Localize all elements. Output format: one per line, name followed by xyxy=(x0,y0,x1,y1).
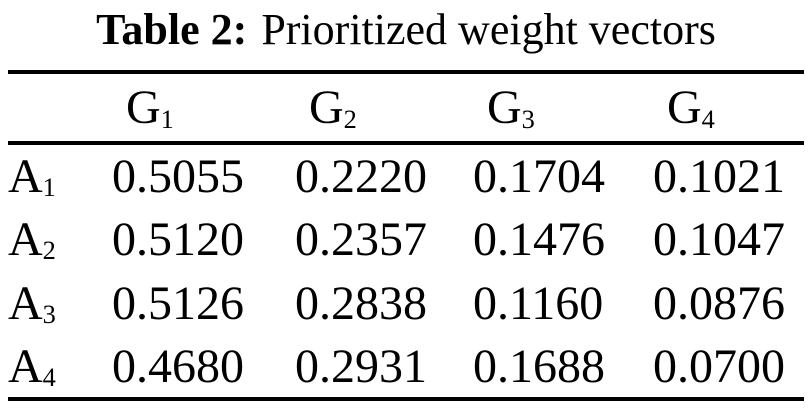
table-cell: 0.1160 xyxy=(473,276,604,330)
corner-cell xyxy=(8,72,112,143)
table-cell: 0.2931 xyxy=(295,339,427,393)
column-header-base: G xyxy=(126,81,161,134)
column-header-subscript: 2 xyxy=(343,103,357,134)
table-row-a4: A4 0.4680 0.2931 0.1688 0.0700 xyxy=(8,335,804,399)
table-cell: 0.1688 xyxy=(473,339,605,393)
row-label-a2: A2 xyxy=(8,207,112,271)
column-header-g4: G4 xyxy=(653,72,804,143)
table-cell: 0.5126 xyxy=(112,276,244,330)
table-cell: 0.5120 xyxy=(112,212,244,266)
table-caption-title: Prioritized weight vectors xyxy=(261,5,716,54)
column-header-g2: G2 xyxy=(295,72,473,143)
table-caption: Table 2: Prioritized weight vectors xyxy=(0,0,812,66)
row-label-base: A xyxy=(8,212,43,266)
column-header-subscript: 1 xyxy=(160,103,174,134)
column-header-base: G xyxy=(309,81,344,134)
column-header-subscript: 4 xyxy=(701,103,715,134)
header-row: G1 G2 G3 G4 xyxy=(8,72,804,143)
row-label-subscript: 2 xyxy=(42,235,56,266)
row-label-subscript: 3 xyxy=(42,299,56,330)
row-label-a3: A3 xyxy=(8,271,112,335)
table-cell: 0.0700 xyxy=(653,339,785,393)
column-header-subscript: 3 xyxy=(521,103,535,134)
table-cell: 0.1021 xyxy=(653,149,785,203)
prioritized-weight-vectors-table: G1 G2 G3 G4 A1 0.5055 0.2220 0.1704 0.10… xyxy=(8,70,804,401)
row-label-subscript: 4 xyxy=(42,362,56,393)
table-cell: 0.1047 xyxy=(653,212,785,266)
table-cell: 0.1476 xyxy=(473,212,605,266)
table-caption-number: Table 2: xyxy=(96,5,248,54)
table-cell: 0.2220 xyxy=(295,149,427,203)
table-row-a1: A1 0.5055 0.2220 0.1704 0.1021 xyxy=(8,143,804,207)
table-cell: 0.2838 xyxy=(295,276,427,330)
column-header-g3: G3 xyxy=(473,72,653,143)
row-label-subscript: 1 xyxy=(42,172,56,203)
row-label-a1: A1 xyxy=(8,143,112,207)
table-cell: 0.5055 xyxy=(112,149,244,203)
column-header-g1: G1 xyxy=(112,72,295,143)
table-row-a3: A3 0.5126 0.2838 0.1160 0.0876 xyxy=(8,271,804,335)
row-label-base: A xyxy=(8,339,43,393)
column-header-base: G xyxy=(487,81,522,134)
table-row-a2: A2 0.5120 0.2357 0.1476 0.1047 xyxy=(8,207,804,271)
table-cell: 0.1704 xyxy=(473,149,605,203)
table-cell: 0.2357 xyxy=(295,212,427,266)
row-label-a4: A4 xyxy=(8,335,112,399)
column-header-base: G xyxy=(667,81,702,134)
row-label-base: A xyxy=(8,276,43,330)
table-cell: 0.0876 xyxy=(653,276,785,330)
row-label-base: A xyxy=(8,149,43,203)
table-cell: 0.4680 xyxy=(112,339,244,393)
